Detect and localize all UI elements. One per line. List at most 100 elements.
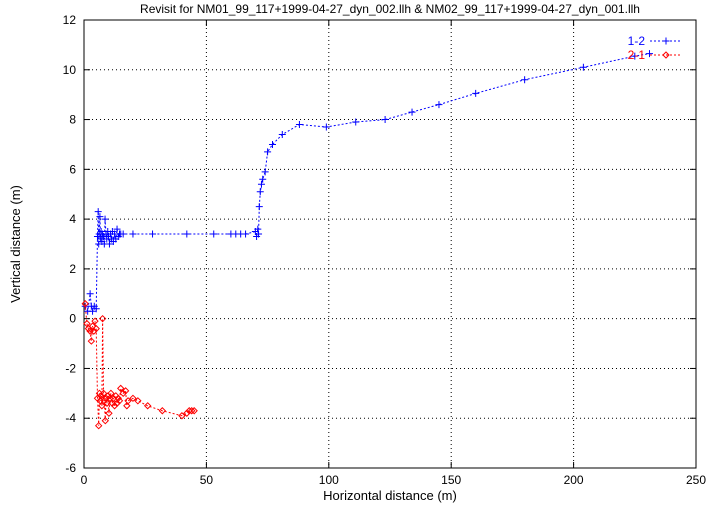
data-point <box>190 407 198 415</box>
data-point <box>110 402 119 410</box>
data-point <box>188 407 196 415</box>
data-point <box>115 397 124 405</box>
data-point <box>124 397 132 405</box>
data-point <box>86 290 94 298</box>
grid <box>84 20 696 468</box>
data-point <box>119 230 127 238</box>
data-point <box>94 421 103 430</box>
data-point <box>645 50 653 58</box>
x-tick-label: 0 <box>81 473 88 487</box>
data-point <box>242 230 250 238</box>
series-2-1 <box>81 300 198 430</box>
data-point <box>256 188 264 196</box>
data-point <box>264 148 272 156</box>
data-point <box>109 394 118 403</box>
data-point <box>295 121 303 129</box>
data-point <box>98 314 107 323</box>
y-tick-label: 8 <box>69 113 76 127</box>
data-point <box>257 180 265 188</box>
y-tick-label: 2 <box>69 262 76 276</box>
legend-marker <box>662 37 670 45</box>
data-point <box>521 76 529 84</box>
data-point <box>121 387 130 395</box>
data-point <box>92 324 100 333</box>
data-point <box>143 402 152 410</box>
x-tick-label: 200 <box>564 473 584 487</box>
data-point <box>472 89 480 97</box>
data-point <box>178 412 186 420</box>
y-tick-label: -2 <box>65 361 76 375</box>
y-tick-label: 6 <box>69 162 76 176</box>
data-point <box>98 402 106 410</box>
data-point <box>90 327 98 335</box>
data-point <box>435 101 443 109</box>
y-tick-label: -6 <box>65 461 76 475</box>
data-point <box>89 307 97 315</box>
y-tick-label: 10 <box>63 63 77 77</box>
data-point <box>117 384 125 393</box>
data-point <box>381 116 389 124</box>
data-point <box>268 140 276 148</box>
data-point <box>123 402 131 410</box>
x-tick-label: 100 <box>319 473 339 487</box>
series-layer <box>81 50 653 430</box>
legend-label: 1-2 <box>628 34 646 48</box>
y-axis-title: Vertical distance (m) <box>8 185 23 303</box>
data-point <box>92 305 100 313</box>
data-point <box>158 407 167 415</box>
data-point <box>183 409 191 417</box>
data-point <box>107 389 115 398</box>
data-point <box>261 168 269 176</box>
x-tick-label: 50 <box>200 473 214 487</box>
data-point <box>99 389 108 398</box>
data-point <box>631 52 639 60</box>
legend-label: 2-1 <box>628 48 646 62</box>
plot-frame <box>83 19 697 469</box>
data-point <box>105 409 113 417</box>
y-tick-label: 4 <box>69 212 76 226</box>
data-point <box>322 123 330 131</box>
y-tick-label: 12 <box>63 13 77 27</box>
y-tick-label: 0 <box>69 312 76 326</box>
y-tick-label: -4 <box>65 411 76 425</box>
data-point <box>97 392 105 400</box>
data-point <box>352 118 360 126</box>
data-point <box>103 399 111 407</box>
data-point <box>408 108 416 116</box>
data-point <box>134 397 142 405</box>
data-point <box>149 230 157 238</box>
x-tick-label: 250 <box>686 473 706 487</box>
legend: 1-22-1 <box>628 34 682 62</box>
data-point <box>129 394 137 403</box>
series-1-2 <box>81 50 653 315</box>
data-point <box>278 130 286 138</box>
data-point <box>91 317 99 325</box>
x-tick-label: 150 <box>441 473 461 487</box>
x-axis-title: Horizontal distance (m) <box>323 488 457 503</box>
data-point <box>114 394 122 403</box>
legend-marker <box>662 51 670 59</box>
data-point <box>579 63 587 71</box>
data-point <box>101 417 110 425</box>
data-point <box>81 300 89 308</box>
axis-ticks: 0 50 100 150 200 250 -6 -4 -2 0 2 4 6 8 10 12 <box>63 13 707 487</box>
series-line <box>84 303 195 426</box>
data-point <box>105 240 113 248</box>
data-point <box>119 389 127 398</box>
data-point <box>94 208 102 216</box>
data-point <box>129 230 137 238</box>
data-point <box>101 215 109 223</box>
data-point <box>113 225 121 233</box>
data-point <box>259 175 267 183</box>
data-point <box>255 203 263 211</box>
data-point <box>113 399 121 407</box>
data-point <box>254 225 262 233</box>
series-line <box>84 53 650 313</box>
chart-title: Revisit for NM01_99_117+1999-04-27_dyn_0… <box>140 2 640 16</box>
data-point <box>210 230 218 238</box>
data-point <box>87 337 96 345</box>
data-point <box>183 230 191 238</box>
data-point <box>185 407 193 415</box>
data-point <box>96 213 104 221</box>
